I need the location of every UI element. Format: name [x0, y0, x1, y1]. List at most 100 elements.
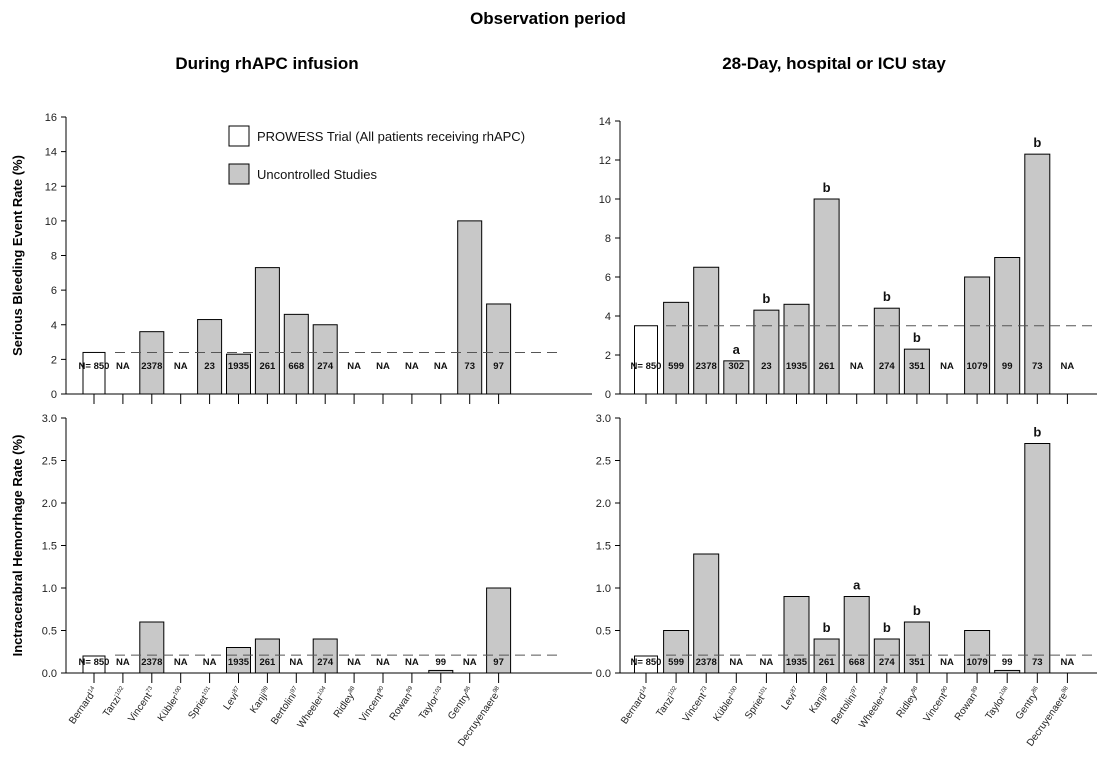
chart-panel-bottom-right: 0.0 0.5 1.0 1.5 2.0 2.5 3.0 N= 850 Bernard14 599 T…	[596, 413, 1097, 749]
top-left-y-tick-label: 16	[45, 112, 57, 124]
top-left-bar	[312, 324, 338, 395]
bottom-right-y-tick-label: 1.0	[596, 583, 611, 595]
bottom-left-bar	[486, 587, 512, 674]
top-left-n-label: 73	[464, 361, 475, 372]
top-left-n-label: 97	[493, 361, 504, 372]
top-left-n-label: NA	[174, 361, 188, 372]
bottom-left-category-label: Vincent90	[358, 685, 390, 725]
bottom-right-n-label: NA	[760, 657, 774, 668]
top-right-n-label: N= 850	[631, 361, 662, 372]
top-right-significance-label: b	[913, 330, 921, 345]
top-right-y-tick-label: 8	[605, 233, 611, 245]
top-right-significance-label: b	[883, 289, 891, 304]
top-right-n-label: 351	[909, 361, 926, 372]
bottom-right-bar	[873, 638, 900, 674]
top-right-n-label: 23	[761, 361, 772, 372]
bottom-right-y-tick-label: 0.0	[596, 668, 611, 680]
bottom-right-n-label: 274	[879, 657, 896, 668]
top-right-n-label: NA	[940, 361, 954, 372]
top-right-y-tick-label: 6	[605, 272, 611, 284]
bottom-left-n-label: 274	[317, 657, 334, 668]
top-right-bar	[813, 198, 840, 395]
legend-swatch-prowess	[228, 125, 250, 147]
top-right-significance-label: a	[733, 342, 741, 357]
top-right-bar	[1024, 153, 1051, 395]
bottom-left-category-label: Taylor103	[417, 685, 447, 722]
top-right-n-label: 302	[728, 361, 744, 372]
top-right-n-label: 1079	[967, 361, 988, 372]
bottom-right-bar	[843, 596, 870, 674]
top-left-bar	[457, 220, 483, 395]
top-right-n-label: 2378	[696, 361, 717, 372]
bottom-left-y-axis-label: Inctracerabral Hemorrhage Rate (%)	[10, 435, 25, 657]
bottom-left-bar	[312, 638, 338, 674]
bottom-left-category-label: Gentry86	[446, 685, 476, 722]
bottom-right-n-label: 99	[1002, 657, 1013, 668]
main-title: Observation period	[470, 9, 626, 28]
top-left-bar	[486, 303, 512, 395]
top-right-significance-label: b	[823, 180, 831, 195]
bottom-right-category-label: Bertolini97	[830, 685, 864, 727]
top-right-n-label: NA	[1061, 361, 1075, 372]
bottom-right-y-tick-label: 2.5	[596, 456, 611, 468]
bottom-right-category-label: Wheeler104	[857, 685, 893, 731]
bottom-right-significance-label: b	[1033, 425, 1041, 440]
panels: 0 2 4 6 8 10 12 14 16 Serious Bleeding Event Rate…	[10, 112, 1097, 749]
bottom-right-y-tick-label: 0.5	[596, 626, 611, 638]
bottom-left-n-label: NA	[203, 657, 217, 668]
legend: PROWESS Trial (All patients receiving rh…	[228, 125, 525, 185]
bottom-right-category-label: Spriet101	[743, 685, 773, 721]
top-left-n-label: 668	[288, 361, 304, 372]
top-left-y-tick-label: 8	[51, 251, 57, 263]
top-right-bar	[663, 301, 690, 395]
top-left-y-tick-label: 4	[51, 320, 57, 332]
bottom-right-bar	[663, 630, 690, 674]
top-left-n-label: N= 850	[79, 361, 110, 372]
top-left-n-label: 1935	[228, 361, 250, 372]
bottom-left-bar	[226, 647, 251, 674]
bottom-right-category-label: Levi87	[780, 685, 804, 712]
top-right-y-tick-label: 12	[599, 155, 611, 167]
bottom-left-y-tick-label: 0.5	[42, 626, 57, 638]
bottom-right-category-label: Bernard14	[619, 685, 653, 726]
chart-panel-top-left: 0 2 4 6 8 10 12 14 16 Serious Bleeding Event Rate…	[10, 112, 592, 404]
bottom-left-n-label: 2378	[141, 657, 162, 668]
top-left-y-tick-label: 12	[45, 181, 57, 193]
bottom-left-category-label: Wheeler104	[296, 685, 332, 731]
top-left-bar	[283, 313, 309, 395]
bottom-left-n-label: NA	[347, 657, 361, 668]
bottom-left-category-label: Spriet101	[186, 685, 216, 721]
bottom-right-bar	[783, 596, 810, 674]
top-left-n-label: 274	[317, 361, 334, 372]
top-right-n-label: 274	[879, 361, 896, 372]
bottom-left-category-label: Bernard14	[67, 685, 101, 726]
bottom-right-n-label: NA	[940, 657, 954, 668]
bottom-right-n-label: 668	[849, 657, 865, 668]
top-right-bar	[634, 325, 658, 395]
top-left-n-label: 2378	[141, 361, 162, 372]
bottom-left-n-label: NA	[463, 657, 477, 668]
bottom-right-n-label: 2378	[696, 657, 717, 668]
bottom-right-category-label: Kübler100	[711, 685, 743, 724]
bottom-right-n-label: NA	[1061, 657, 1075, 668]
top-right-bar	[753, 309, 780, 395]
bottom-left-y-tick-label: 2.0	[42, 498, 57, 510]
top-left-bar	[139, 331, 165, 395]
bottom-right-bar	[1024, 443, 1051, 674]
bottom-right-significance-label: a	[853, 578, 861, 593]
top-right-significance-label: b	[1033, 135, 1041, 150]
bottom-right-n-label: N= 850	[631, 657, 662, 668]
chart-panel-bottom-left: 0.0 0.5 1.0 1.5 2.0 2.5 3.0 Inctracerabral Hemo…	[10, 413, 592, 749]
top-right-n-label: 599	[668, 361, 684, 372]
bottom-right-significance-label: b	[823, 620, 831, 635]
right-column-title: 28-Day, hospital or ICU stay	[722, 54, 946, 73]
bottom-left-n-label: 261	[259, 657, 276, 668]
left-column-title: During rhAPC infusion	[175, 54, 358, 73]
bottom-right-category-label: Vincent90	[922, 685, 954, 725]
top-left-n-label: NA	[434, 361, 448, 372]
top-left-bar	[82, 351, 106, 395]
top-left-y-tick-label: 0	[51, 389, 57, 401]
bottom-left-n-label: NA	[289, 657, 303, 668]
top-right-n-label: 73	[1032, 361, 1043, 372]
top-right-bar	[693, 266, 720, 395]
